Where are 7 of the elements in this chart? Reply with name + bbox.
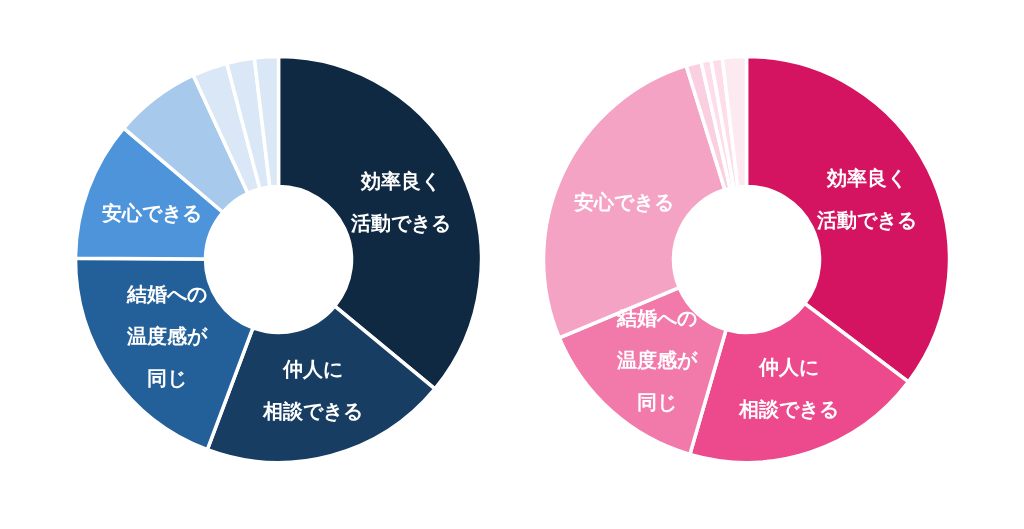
slice-label: 結婚への温度感が同じ — [126, 282, 209, 391]
slice-label: 仲人に相談できる — [738, 354, 840, 421]
slice-label: 安心できる — [101, 200, 202, 225]
slice-label: 仲人に相談できる — [262, 356, 364, 423]
slice-label: 効率良く活動できる — [816, 166, 918, 233]
slice-label: 安心できる — [574, 190, 675, 215]
slice-label: 効率良く活動できる — [349, 169, 451, 236]
